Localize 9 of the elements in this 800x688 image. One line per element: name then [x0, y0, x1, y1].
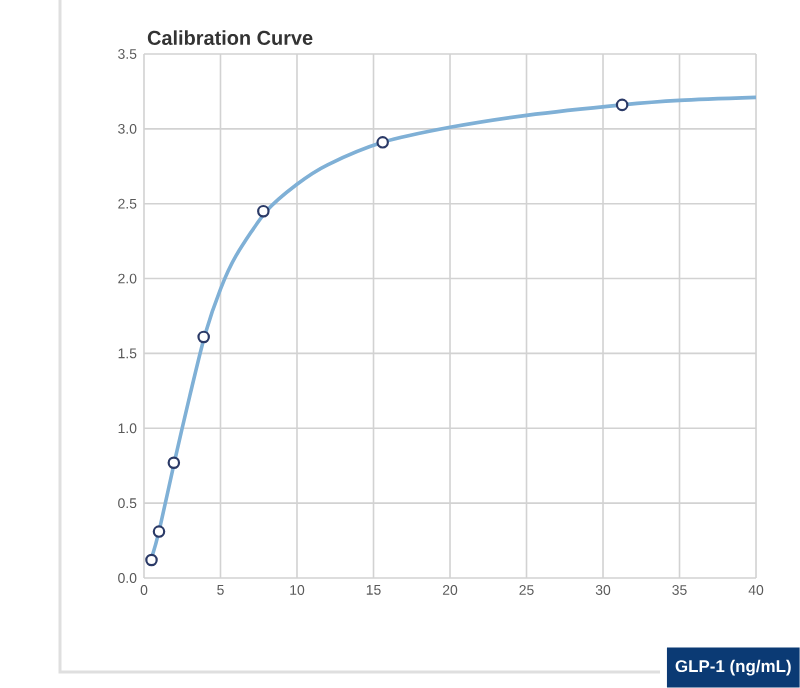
- chart-title: Calibration Curve: [147, 30, 313, 45]
- point: [167, 456, 181, 469]
- point: [145, 553, 158, 567]
- point: [197, 330, 210, 344]
- point: [376, 136, 389, 149]
- x-axis-title: GLP-1 (ng/mL): [675, 659, 791, 676]
- point: [615, 98, 629, 112]
- point: [152, 525, 166, 538]
- point: [257, 204, 270, 218]
